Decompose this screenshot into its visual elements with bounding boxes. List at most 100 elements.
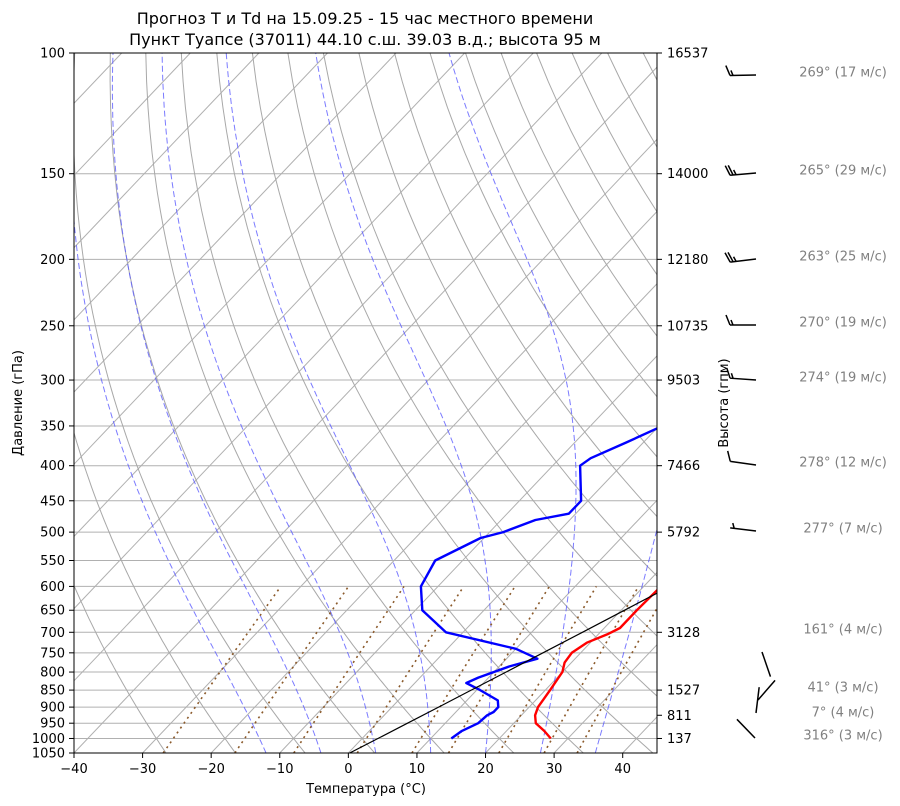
isotherm-line — [74, 53, 466, 465]
series-layer — [349, 427, 657, 753]
wind-barb-feather — [726, 367, 731, 379]
dry-adiabat-line — [642, 53, 657, 82]
wind-profile: 269° (17 м/с) 265° (29 м/с) 263° (25 м/с) 2… — [724, 65, 887, 744]
y-axis-left: 100 150 200 250 300 350 400 450 500 550 600 650 700 7… — [32, 47, 74, 762]
y-tick-label: 1050 — [32, 747, 65, 762]
x-tick-label: −30 — [129, 762, 156, 777]
dry-adiabat-line — [500, 53, 657, 337]
x-tick-label: 10 — [409, 762, 426, 777]
wind-barb — [725, 65, 757, 77]
y-tick-label: 100 — [40, 47, 65, 62]
isotherm-line — [210, 282, 657, 753]
isotherm-line — [74, 53, 260, 249]
y-tick-label: 200 — [40, 253, 65, 268]
mixing-ratio-line — [411, 585, 516, 753]
wind-barb-feather — [730, 319, 734, 326]
wind-label: 263° (25 м/с) — [799, 250, 887, 265]
wind-barb — [757, 679, 776, 701]
height-tick-label: 5792 — [667, 526, 700, 541]
x-tick-label: 0 — [344, 762, 352, 777]
isotherm-line — [622, 716, 657, 753]
mixing-ratio-line — [356, 585, 465, 753]
wind-barb — [730, 522, 757, 532]
wind-barb-feather — [732, 522, 735, 529]
isotherm-line — [74, 66, 657, 682]
dry-adiabat-line — [180, 53, 515, 753]
wind-barb — [726, 450, 757, 466]
y-tick-label: 750 — [40, 646, 65, 661]
wind-barb — [726, 367, 757, 381]
x-tick-label: −40 — [60, 762, 87, 777]
wind-barb-feather — [726, 450, 731, 462]
isotherm-line — [74, 53, 191, 177]
isotherm-line — [279, 355, 657, 753]
dry-adiabat-line — [679, 53, 900, 753]
wind-barb-staff — [730, 460, 757, 466]
dry-adiabat-line — [465, 53, 657, 398]
moist-adiabat-line — [161, 53, 377, 753]
wind-barb-staff — [736, 718, 756, 739]
wind-barb-feather — [732, 256, 737, 262]
mixing-ratio-line — [234, 585, 350, 753]
chart-title: Прогноз T и Td на 15.09.25 - 15 час мест… — [137, 9, 593, 28]
wind-barb-staff — [730, 258, 757, 263]
moist-adiabat-line — [594, 527, 657, 753]
y-tick-label: 950 — [40, 717, 65, 732]
isotherm-line — [416, 499, 657, 753]
dry-adiabat-line — [429, 53, 657, 458]
height-axis-label: Высота (гпм) — [717, 358, 732, 447]
dry-adiabat-line — [714, 53, 900, 753]
y-tick-label: 900 — [40, 701, 65, 716]
wind-barb-feather — [725, 65, 731, 76]
dry-adiabat-line — [358, 53, 657, 577]
moist-adiabat-line — [225, 53, 432, 753]
isotherm-line — [74, 53, 397, 393]
y-tick-label: 250 — [40, 319, 65, 334]
wind-barb-staff — [730, 527, 757, 532]
dry-adiabat-line — [322, 53, 657, 637]
x-tick-label: −10 — [266, 762, 293, 777]
parcel-line — [349, 592, 657, 753]
dry-adiabat-line — [394, 53, 657, 518]
wind-barb-staff — [761, 651, 772, 677]
wind-label: 270° (19 м/с) — [799, 316, 887, 331]
y-tick-label: 400 — [40, 459, 65, 474]
x-tick-label: 40 — [614, 762, 631, 777]
wind-barb-staff — [730, 377, 757, 381]
wind-label: 316° (3 м/с) — [803, 729, 882, 744]
wind-label: 274° (19 м/с) — [799, 371, 887, 386]
dry-adiabat-line — [571, 53, 657, 213]
wind-barb-feather — [730, 70, 734, 76]
y-tick-label: 300 — [40, 374, 65, 389]
isotherm-line — [74, 53, 603, 610]
x-tick-label: 20 — [477, 762, 494, 777]
temperature-line — [533, 588, 657, 740]
wind-label: 269° (17 м/с) — [799, 66, 887, 81]
wind-barb-feather — [725, 314, 731, 326]
wind-label: 277° (7 м/с) — [803, 522, 882, 537]
wind-barb — [755, 687, 760, 714]
wind-barb-feather — [727, 165, 734, 176]
height-tick-label: 9503 — [667, 374, 700, 389]
dry-adiabat-line — [109, 53, 376, 753]
y-tick-label: 850 — [40, 684, 65, 699]
y-tick-label: 800 — [40, 666, 65, 681]
dry-adiabat-line — [251, 53, 654, 753]
wind-barb-feather — [724, 252, 731, 263]
isotherm-line — [74, 53, 328, 321]
plot-frame — [73, 52, 658, 754]
wind-barb-feather — [732, 169, 737, 176]
moist-adiabat-line — [111, 53, 322, 753]
wind-barb-feather — [724, 165, 731, 176]
height-tick-label: 16537 — [667, 47, 708, 62]
dry-adiabat-line — [607, 53, 657, 149]
y-axis-right: 16537 14000 12180 10735 9503 7466 5792 3128 1527… — [657, 47, 708, 747]
dry-adiabat-line — [287, 53, 657, 697]
wind-label: 41° (3 м/с) — [807, 681, 878, 696]
wind-barb-staff — [757, 679, 776, 701]
mixing-ratio-line — [293, 585, 405, 753]
mixing-ratio-line — [543, 585, 640, 753]
x-tick-label: −20 — [197, 762, 224, 777]
height-tick-label: 811 — [667, 709, 692, 724]
wind-label: 265° (29 м/с) — [799, 164, 887, 179]
